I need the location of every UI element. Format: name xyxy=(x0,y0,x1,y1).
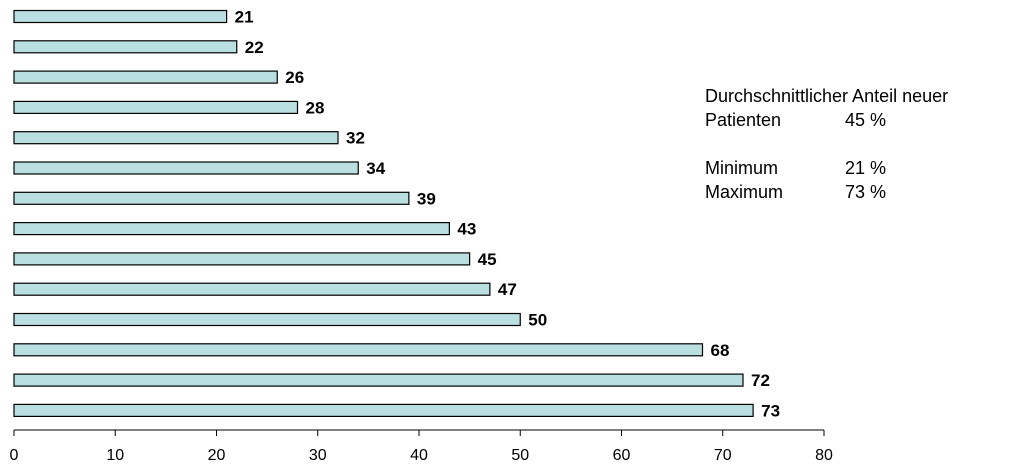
x-tick-label-5: 50 xyxy=(511,447,529,464)
x-tick-label-4: 40 xyxy=(410,447,428,464)
bar-0 xyxy=(13,9,228,24)
x-tick-label-3: 30 xyxy=(309,447,327,464)
bar-4 xyxy=(13,131,339,145)
minimum-value: 21 % xyxy=(845,158,887,178)
data-label-11: 68 xyxy=(711,341,730,360)
bar-9 xyxy=(13,282,491,296)
maximum-label: Maximum xyxy=(705,182,784,202)
bar-12 xyxy=(13,373,744,387)
bar-2 xyxy=(13,70,278,84)
bar-8 xyxy=(13,252,471,266)
data-label-3: 28 xyxy=(306,98,325,117)
x-tick-label-8: 80 xyxy=(815,447,833,464)
data-label-12: 72 xyxy=(751,371,770,390)
stats-heading-row: Durchschnittlicher Anteil neuer xyxy=(705,84,948,108)
x-tick-label-2: 20 xyxy=(208,447,226,464)
bar-3 xyxy=(13,100,299,115)
bar-7 xyxy=(13,222,450,236)
x-tick-label-7: 70 xyxy=(714,447,732,464)
data-label-2: 26 xyxy=(285,68,304,87)
statistics-panel: Durchschnittlicher Anteil neuer Patiente… xyxy=(705,84,948,204)
x-tick-label-6: 60 xyxy=(613,447,631,464)
minimum-label: Minimum xyxy=(705,158,779,178)
bar-11 xyxy=(13,343,704,357)
data-label-8: 45 xyxy=(478,250,497,269)
data-label-9: 47 xyxy=(498,280,517,299)
bar-10 xyxy=(13,312,521,327)
data-label-4: 32 xyxy=(346,129,365,148)
data-label-7: 43 xyxy=(457,220,476,239)
data-label-0: 21 xyxy=(235,8,254,27)
bar-5 xyxy=(13,161,359,175)
bars-group xyxy=(13,9,754,417)
bar-13 xyxy=(13,403,754,417)
average-row: Patienten 45 % xyxy=(705,108,948,132)
average-label: Patienten xyxy=(705,110,782,130)
maximum-value: 73 % xyxy=(845,182,887,202)
maximum-row: Maximum 73 % xyxy=(705,180,948,204)
average-value: 45 % xyxy=(845,110,887,130)
x-tick-label-1: 10 xyxy=(106,447,124,464)
data-label-1: 22 xyxy=(245,38,264,57)
x-axis: 0 10 20 30 40 50 60 70 80 xyxy=(10,429,833,464)
data-label-6: 39 xyxy=(417,189,436,208)
x-tick-label-0: 0 xyxy=(10,447,19,464)
stats-heading: Durchschnittlicher Anteil neuer xyxy=(705,86,949,106)
minimum-row: Minimum 21 % xyxy=(705,156,948,180)
data-label-5: 34 xyxy=(366,159,385,178)
bar-6 xyxy=(13,191,410,205)
bar-1 xyxy=(13,40,238,54)
data-label-10: 50 xyxy=(528,311,547,330)
data-label-13: 73 xyxy=(761,401,780,420)
